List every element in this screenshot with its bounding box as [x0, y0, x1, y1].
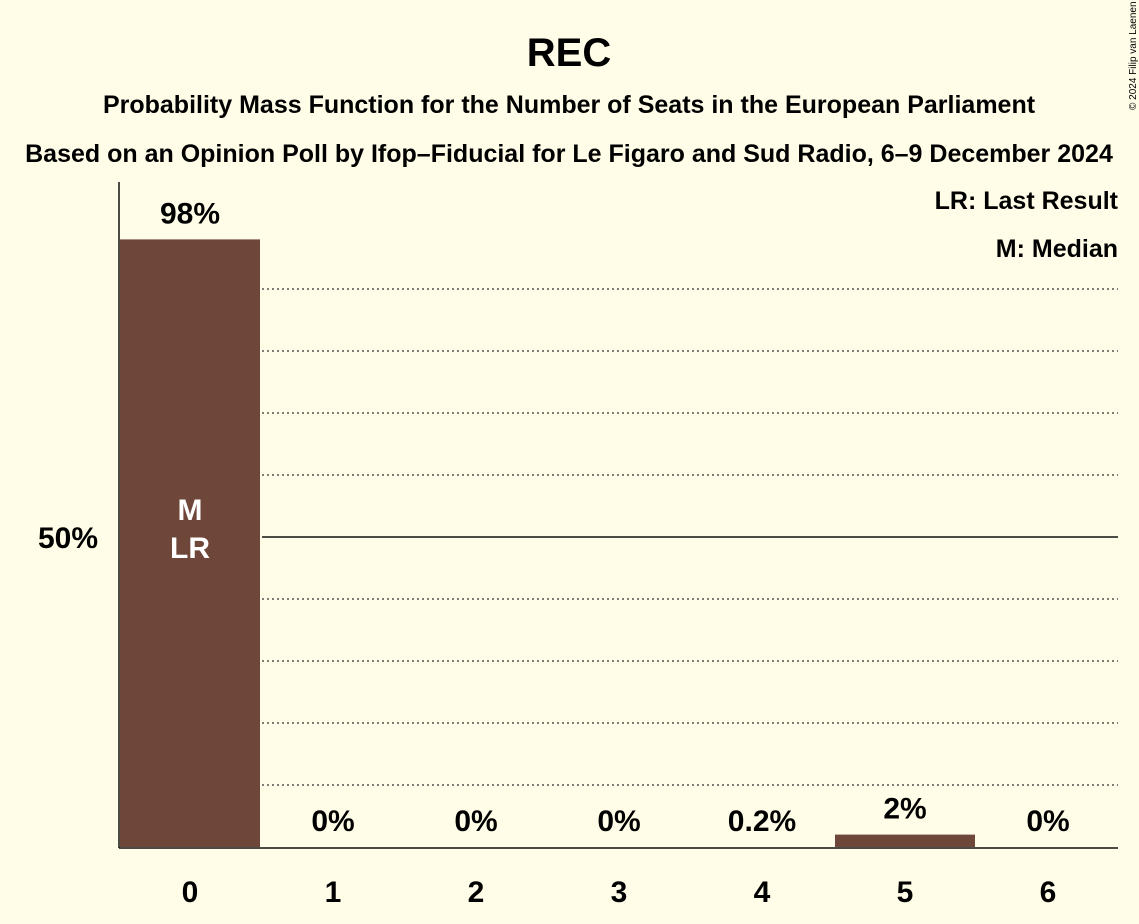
chart-subtitle: Probability Mass Function for the Number…: [103, 91, 1036, 119]
x-tick-label: 5: [897, 876, 914, 909]
bar-value-label: 0%: [597, 805, 640, 838]
x-tick-label: 6: [1040, 876, 1057, 909]
bar: [120, 239, 260, 847]
bar-value-label: 98%: [160, 197, 220, 230]
bar-value-label: 0%: [1026, 805, 1069, 838]
bar-annotation: LR: [170, 532, 210, 565]
bar-value-label: 0%: [311, 805, 354, 838]
x-tick-label: 3: [611, 876, 628, 909]
gridlines: [262, 288, 1118, 786]
bar: [835, 834, 975, 847]
x-tick-label: 4: [754, 876, 771, 909]
chart-subtitle-poll: Based on an Opinion Poll by Ifop–Fiducia…: [25, 140, 1113, 168]
bar-value-label: 0%: [454, 805, 497, 838]
bar-value-label: 0.2%: [728, 805, 796, 838]
legend-entry: LR: Last Result: [935, 187, 1119, 215]
x-tick-label: 0: [182, 876, 199, 909]
bars: [120, 239, 975, 847]
copyright-notice: © 2024 Filip van Laenen: [1128, 1, 1139, 110]
bar-annotation: M: [178, 494, 203, 527]
bar-value-label: 2%: [883, 793, 926, 826]
chart-title: REC: [527, 31, 611, 75]
y-tick-label: 50%: [38, 522, 98, 555]
x-tick-label: 2: [468, 876, 485, 909]
legend: LR: Last Result M: Median: [935, 187, 1119, 263]
x-tick-label: 1: [325, 876, 342, 909]
axes: [118, 182, 1118, 849]
legend-entry: M: Median: [996, 235, 1118, 263]
